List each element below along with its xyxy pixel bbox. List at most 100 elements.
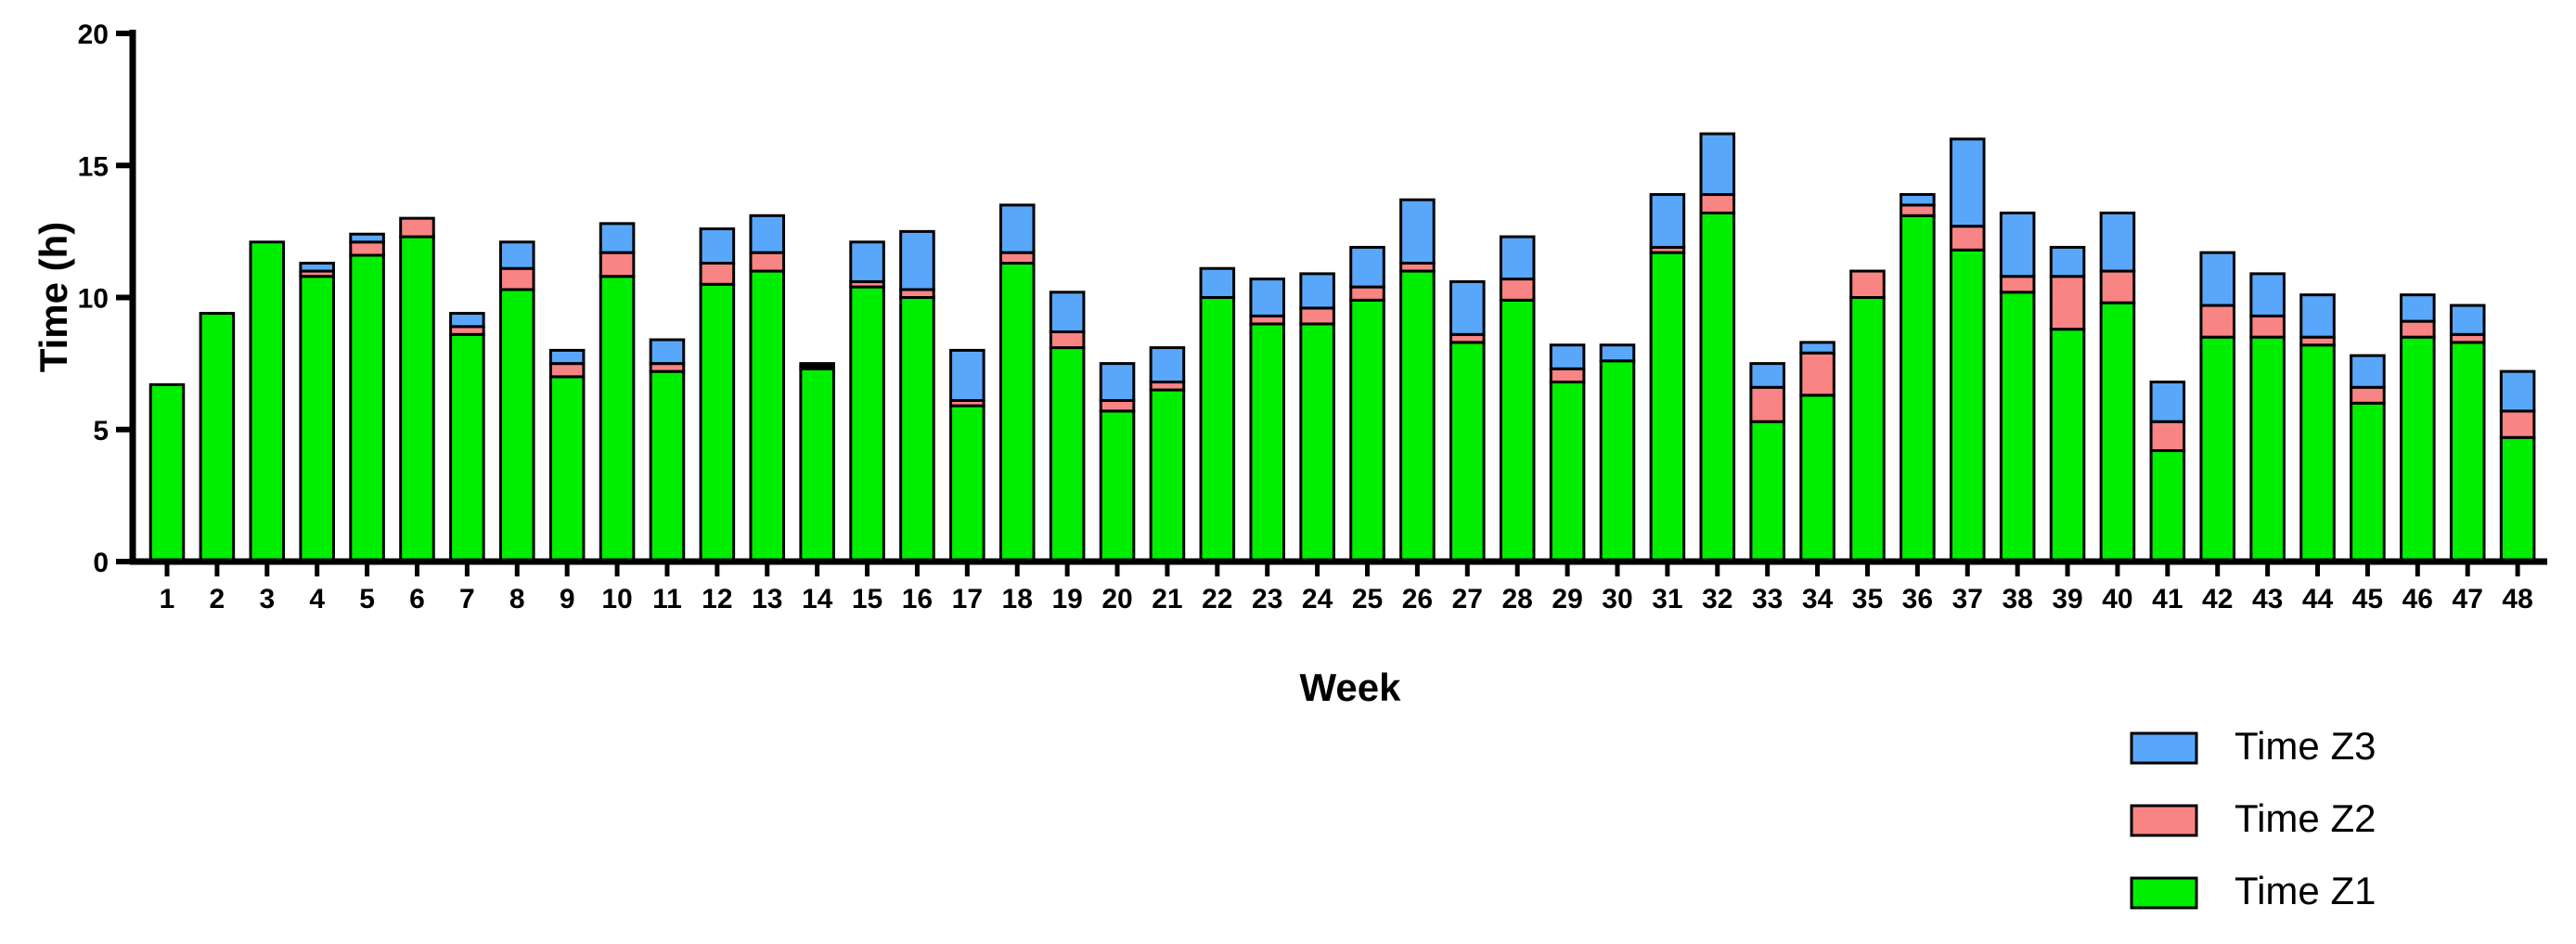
bar-stack-week-14 xyxy=(799,362,835,563)
bar-segment-time-z3-week-46 xyxy=(2400,293,2436,323)
x-tick-label: 4 xyxy=(309,584,325,614)
bar-stack-week-28 xyxy=(1499,235,1536,563)
x-tick-label: 27 xyxy=(1452,584,1483,614)
bar-segment-time-z1-week-38 xyxy=(1999,291,2036,563)
bar-stack-week-29 xyxy=(1549,343,1586,563)
bar-stack-week-41 xyxy=(2149,381,2186,563)
bar-segment-time-z2-week-36 xyxy=(1900,203,1936,217)
bar-segment-time-z2-week-32 xyxy=(1699,193,1736,214)
bar-segment-time-z2-week-45 xyxy=(2350,385,2386,405)
bar-segment-time-z3-week-47 xyxy=(2449,304,2486,336)
bar-segment-time-z3-week-40 xyxy=(2099,211,2136,273)
x-tick-label: 44 xyxy=(2302,584,2334,614)
x-tick-label: 12 xyxy=(702,584,732,614)
bar-segment-time-z2-week-48 xyxy=(2499,409,2536,439)
bar-segment-time-z1-week-43 xyxy=(2249,335,2286,563)
bar-segment-time-z1-week-47 xyxy=(2449,341,2486,563)
bar-stack-week-3 xyxy=(249,240,286,563)
bar-stack-week-34 xyxy=(1799,341,1835,563)
bar-stack-week-44 xyxy=(2299,293,2336,563)
x-tick-label: 14 xyxy=(802,584,833,614)
bar-segment-time-z3-week-43 xyxy=(2249,272,2286,317)
x-tick-label: 25 xyxy=(1352,584,1383,614)
x-tick-label: 30 xyxy=(1602,584,1632,614)
bar-stack-week-25 xyxy=(1349,245,1385,563)
bar-stack-week-38 xyxy=(1999,211,2036,563)
bar-segment-time-z1-week-19 xyxy=(1049,346,1086,563)
bar-segment-time-z3-week-8 xyxy=(498,240,535,270)
x-tick-label: 21 xyxy=(1152,584,1182,614)
bar-segment-time-z2-week-41 xyxy=(2149,420,2186,453)
x-tick-label: 35 xyxy=(1852,584,1883,614)
x-tick-label: 47 xyxy=(2453,584,2483,614)
x-tick-label: 13 xyxy=(752,584,782,614)
bar-segment-time-z1-week-16 xyxy=(899,296,935,563)
bar-segment-time-z1-week-33 xyxy=(1749,420,1785,563)
bar-segment-time-z3-week-15 xyxy=(849,240,885,283)
bar-segment-time-z2-week-38 xyxy=(1999,275,2036,294)
x-tick-label: 2 xyxy=(210,584,225,614)
bar-segment-time-z3-week-4 xyxy=(299,262,335,273)
bar-segment-time-z3-week-18 xyxy=(998,203,1036,254)
x-tick-label: 15 xyxy=(852,584,882,614)
bar-segment-time-z1-week-40 xyxy=(2099,301,2136,563)
x-tick-label: 33 xyxy=(1752,584,1783,614)
bar-segment-time-z1-week-39 xyxy=(2049,328,2086,563)
bar-segment-time-z2-week-25 xyxy=(1349,285,1385,302)
bar-stack-week-23 xyxy=(1249,278,1285,563)
x-tick-label: 32 xyxy=(1702,584,1732,614)
bar-segment-time-z3-week-21 xyxy=(1149,346,1186,384)
bar-segment-time-z3-week-26 xyxy=(1399,198,1436,265)
bar-segment-time-z3-week-34 xyxy=(1799,341,1835,355)
bar-segment-time-z3-week-28 xyxy=(1499,235,1536,281)
bar-segment-time-z1-week-27 xyxy=(1449,341,1486,563)
x-tick-label: 11 xyxy=(652,584,682,614)
bar-segment-time-z1-week-37 xyxy=(1949,248,1986,563)
x-tick-label: 41 xyxy=(2152,584,2183,614)
bar-segment-time-z3-week-14 xyxy=(799,362,835,368)
bar-segment-time-z3-week-29 xyxy=(1549,343,1586,370)
bar-segment-time-z1-week-46 xyxy=(2400,335,2436,563)
x-tick-label: 17 xyxy=(952,584,983,614)
x-tick-label: 38 xyxy=(2002,584,2032,614)
x-tick-label: 23 xyxy=(1252,584,1282,614)
legend: Time Z3 Time Z2 Time Z1 xyxy=(2130,724,2376,912)
x-tick-label: 16 xyxy=(902,584,933,614)
bar-stack-week-13 xyxy=(749,213,786,563)
bar-segment-time-z3-week-45 xyxy=(2350,354,2386,389)
bar-segment-time-z3-week-10 xyxy=(599,222,636,254)
bar-segment-time-z3-week-44 xyxy=(2299,293,2336,339)
bar-segment-time-z1-week-6 xyxy=(399,235,435,563)
x-tick-label: 40 xyxy=(2102,584,2132,614)
bar-stack-week-22 xyxy=(1199,266,1236,563)
x-tick-label: 34 xyxy=(1802,584,1834,614)
bar-segment-time-z1-week-4 xyxy=(299,275,335,563)
bar-segment-time-z1-week-34 xyxy=(1799,394,1835,563)
bar-stack-week-39 xyxy=(2049,245,2086,563)
bar-segment-time-z2-week-37 xyxy=(1949,225,1986,252)
bar-segment-time-z2-week-28 xyxy=(1499,278,1536,302)
bar-stack-week-5 xyxy=(349,232,385,563)
bar-segment-time-z3-week-25 xyxy=(1349,245,1385,289)
bar-segment-time-z1-week-2 xyxy=(199,312,236,563)
legend-swatch-time-z2 xyxy=(2130,804,2198,837)
y-tick-label: 10 xyxy=(78,284,109,315)
y-axis-title: Time (h) xyxy=(32,222,75,373)
x-tick-label: 24 xyxy=(1302,584,1333,614)
bar-segment-time-z1-week-14 xyxy=(799,367,835,563)
bar-segment-time-z2-week-29 xyxy=(1549,367,1586,384)
bar-segment-time-z2-week-12 xyxy=(699,262,736,286)
x-tick-label: 8 xyxy=(509,584,525,614)
bar-segment-time-z1-week-35 xyxy=(1849,296,1886,563)
x-tick-label: 19 xyxy=(1051,584,1082,614)
bar-stack-week-15 xyxy=(849,240,885,563)
bar-segment-time-z1-week-36 xyxy=(1900,213,1936,563)
bar-stack-week-7 xyxy=(449,312,485,563)
bar-segment-time-z3-week-31 xyxy=(1649,193,1686,249)
x-tick-label: 31 xyxy=(1652,584,1682,614)
x-tick-label: 39 xyxy=(2052,584,2082,614)
bar-segment-time-z3-week-23 xyxy=(1249,278,1285,317)
bar-stack-week-45 xyxy=(2350,354,2386,563)
bar-segment-time-z1-week-11 xyxy=(649,369,686,563)
